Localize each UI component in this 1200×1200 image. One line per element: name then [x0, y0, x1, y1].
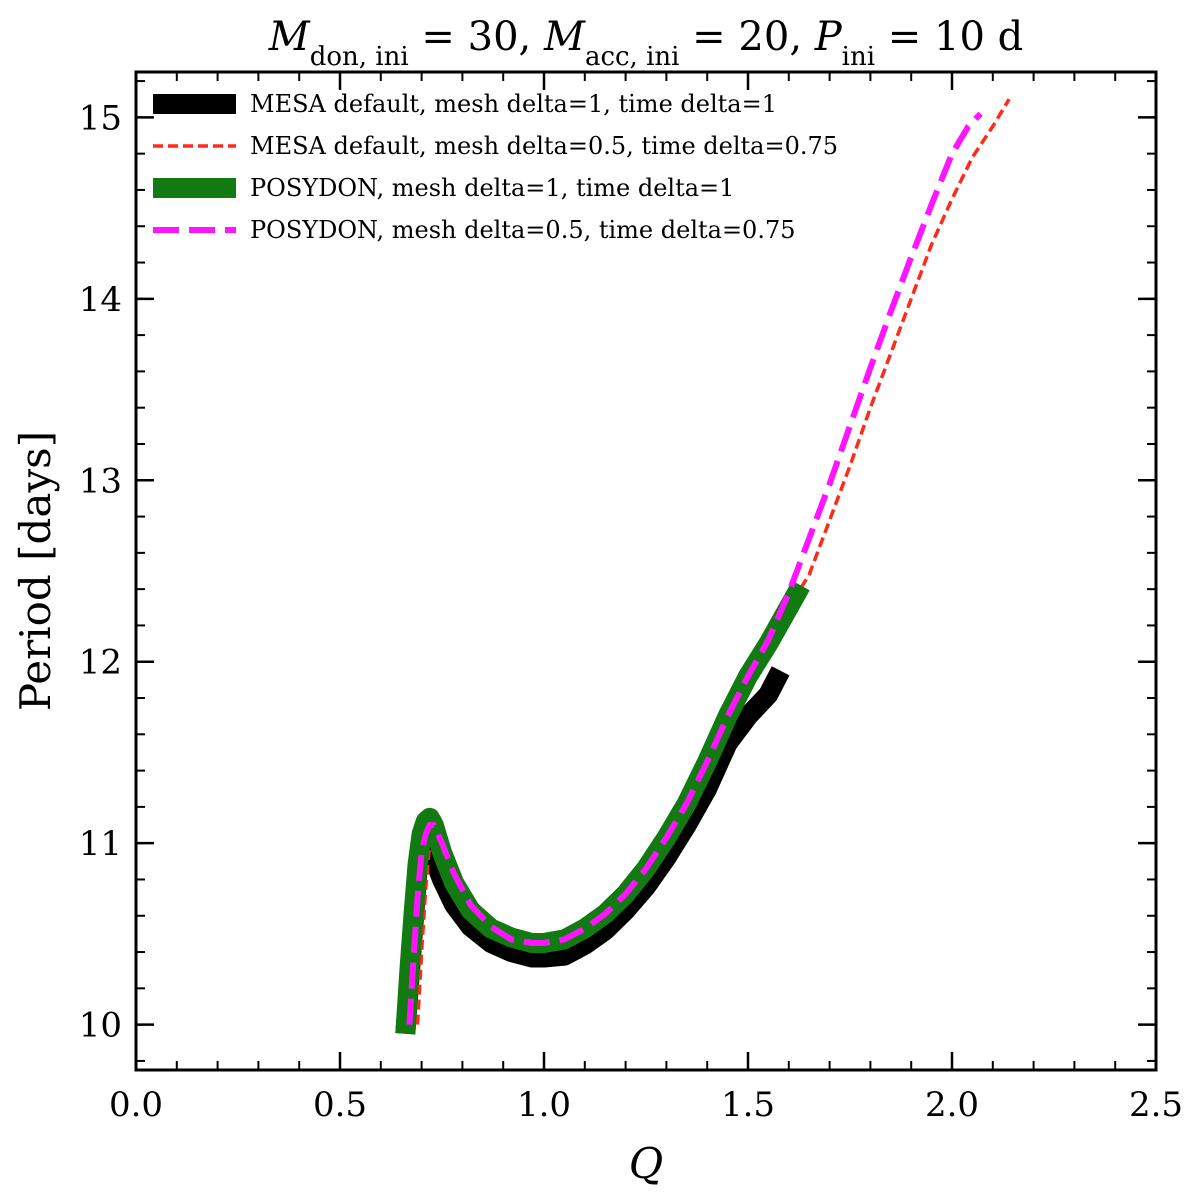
x-tick-label: 2.0: [925, 1085, 979, 1125]
x-tick-label: 2.5: [1129, 1085, 1183, 1125]
x-tick-label: 0.5: [313, 1085, 367, 1125]
y-tick-label: 14: [79, 280, 122, 320]
x-axis-label: Q: [629, 1139, 663, 1188]
tick-labels: 0.0 0.5 1.0 1.5 2.0 2.5 10 11 12 13 14 15: [79, 98, 1183, 1125]
y-tick-label: 12: [79, 643, 122, 683]
plot-frame: [134, 70, 1158, 1072]
series-line-4: [406, 111, 983, 1025]
y-tick-label: 10: [79, 1006, 122, 1046]
x-tick-label: 1.5: [721, 1085, 775, 1125]
y-axis-label: Period [days]: [11, 431, 60, 711]
y-tick-label: 13: [79, 461, 122, 501]
legend-label-3: POSYDON, mesh delta=1, time delta=1: [250, 174, 734, 202]
legend-label-1: MESA default, mesh delta=1, time delta=1: [250, 90, 777, 118]
chart-title: Mdon, ini = 30, Macc, ini = 20, Pini = 1…: [268, 14, 1023, 72]
legend: MESA default, mesh delta=1, time delta=1…: [153, 90, 838, 244]
legend-label-2: MESA default, mesh delta=0.5, time delta…: [250, 132, 838, 160]
legend-label-4: POSYDON, mesh delta=0.5, time delta=0.75: [250, 216, 796, 244]
y-tick-label: 11: [79, 824, 122, 864]
series-layer: [395, 98, 1011, 1035]
x-tick-label: 0.0: [109, 1085, 163, 1125]
x-tick-label: 1.0: [517, 1085, 571, 1125]
y-tick-label: 15: [79, 98, 122, 138]
